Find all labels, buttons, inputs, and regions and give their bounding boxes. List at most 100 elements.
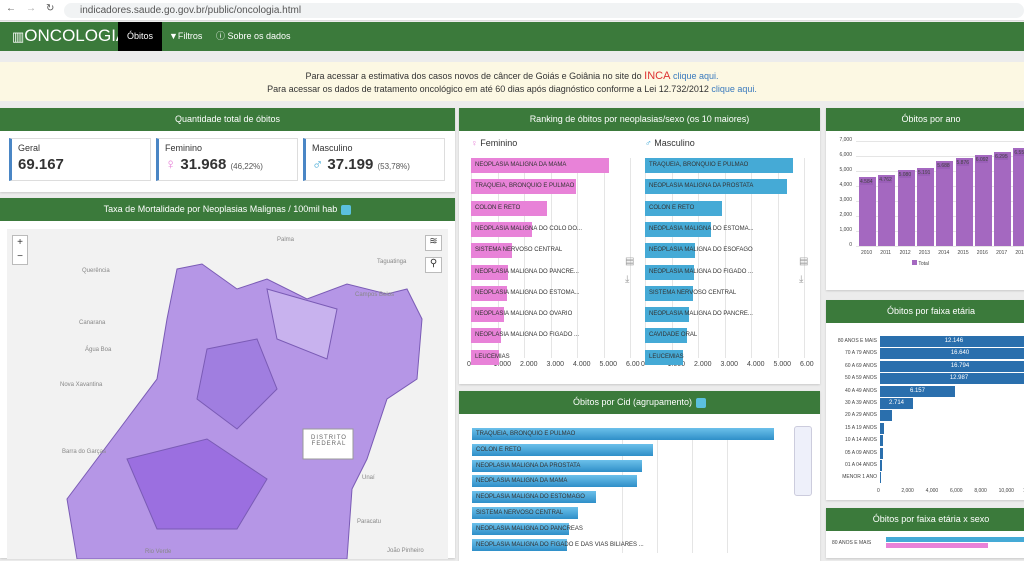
tick-label: 2014 (938, 250, 949, 256)
browser-bar: ← → ↻ indicadores.saude.go.gov.br/public… (0, 0, 1024, 21)
axis-label: 60 A 69 ANOS (826, 363, 877, 369)
bar: COLON E RETO (471, 201, 547, 216)
tick-label: 2010 (861, 250, 872, 256)
document-icon[interactable]: ▤ (625, 256, 634, 267)
gridline (657, 428, 658, 553)
inca-link[interactable]: clique aqui. (673, 71, 719, 81)
bar: SISTEMA NERVOSO CENTRAL (471, 243, 512, 258)
bar (880, 448, 883, 459)
address-bar[interactable]: indicadores.saude.go.gov.br/public/oncol… (64, 3, 1024, 18)
tick-label: 4.000 (573, 361, 591, 368)
tick-label: 3,000 (828, 197, 852, 203)
bar: NEOPLASIA MALIGNA DA MAMA (472, 475, 637, 487)
download-icon[interactable]: ⤓ (799, 274, 803, 285)
bar (898, 170, 915, 246)
tick-label: 2018 (1015, 250, 1024, 256)
map-title-text: Taxa de Mortalidade por Neoplasias Malig… (104, 204, 338, 214)
back-icon[interactable]: ← (6, 3, 16, 14)
download-icon[interactable]: ⤓ (625, 274, 629, 285)
gridline (604, 158, 605, 358)
bar: 12.146 (880, 336, 1024, 347)
brand[interactable]: ▥ONCOLOGIA (12, 26, 127, 46)
data-label: 5.876 (957, 160, 970, 166)
search-icon[interactable]: ⚲ (425, 257, 442, 273)
bar: 12.987 (880, 373, 1024, 384)
map-label: Nova Xavantina (60, 382, 102, 388)
info-icon: ⓘ (216, 31, 228, 41)
banner-text-2: Para acessar os dados de tratamento onco… (267, 84, 709, 94)
gridline (856, 246, 1024, 247)
legend: Total (912, 260, 929, 267)
cid-title-text: Óbitos por Cid (agrupamento) (573, 397, 692, 407)
filter-icon: ▼ (169, 31, 178, 41)
tick-label: 8,000 (974, 488, 987, 494)
kpi-label: Masculino (312, 143, 438, 153)
map-label: Campos Belos (355, 292, 394, 298)
tick-label: 2015 (958, 250, 969, 256)
bar (878, 175, 895, 246)
layers-icon[interactable]: ≋ (425, 235, 442, 251)
zoom-in-button[interactable]: + (13, 236, 27, 250)
reload-icon[interactable]: ↻ (46, 3, 54, 14)
map-label: Unaí (362, 475, 375, 481)
bar (917, 168, 934, 246)
bar (936, 161, 953, 246)
male-icon: ♂ (645, 138, 652, 148)
ranking-panel: Ranking de óbitos por neoplasias/sexo (o… (459, 108, 820, 384)
map-label: Rio Verde (145, 549, 171, 555)
tick-label: 0 (828, 242, 852, 248)
axis-label: 50 A 59 ANOS (826, 375, 877, 381)
zoom-out-button[interactable]: − (13, 250, 27, 264)
tick-label: 5,000 (828, 167, 852, 173)
info-banner: Para acessar a estimativa dos casos novo… (0, 62, 1024, 101)
bar (880, 410, 892, 421)
bar: NEOPLASIA MALIGNA DA PROSTATA (645, 179, 787, 194)
legend-label: Total (918, 261, 929, 267)
inca-text: INCA (644, 70, 670, 82)
forward-icon[interactable]: → (26, 3, 36, 14)
kpi-masculino: Masculino♂ 37.199 (53,78%) (303, 138, 445, 181)
document-icon[interactable]: ▤ (799, 256, 808, 267)
bar: LEUCEMIAS (471, 350, 499, 365)
bar: 16.794 (880, 361, 1024, 372)
goias-choropleth[interactable] (7, 229, 448, 559)
male-icon: ♂ (312, 156, 323, 173)
nav-sobre[interactable]: ⓘ Sobre os dados (207, 22, 300, 51)
chart-scrollbar[interactable] (794, 426, 812, 496)
zoom-control: +− (12, 235, 28, 265)
map-panel: Taxa de Mortalidade por Neoplasias Malig… (0, 198, 455, 558)
map[interactable]: DISTRITO FEDERAL Querência Canarana Água… (7, 229, 448, 559)
data-label: 5.688 (937, 163, 950, 169)
legend-label: Feminino (480, 138, 517, 148)
info-icon[interactable] (341, 205, 351, 215)
tick-label: 2013 (919, 250, 930, 256)
tick-label: 6.00 (626, 361, 640, 368)
map-title: Taxa de Mortalidade por Neoplasias Malig… (0, 198, 455, 221)
kpi-value: 31.968 (180, 156, 226, 173)
bar: NEOPLASIA MALIGNA DO PANCRE... (645, 307, 689, 322)
bar: NEOPLASIA MALIGNA DO ESTOMA... (471, 286, 507, 301)
tick-label: 6,000 (950, 488, 963, 494)
axis-label: 80 ANOS E MAIS (826, 338, 877, 344)
tratamento-link[interactable]: clique aqui. (711, 84, 757, 94)
axis-label: 30 A 39 ANOS (826, 400, 877, 406)
bar: NEOPLASIA MALIGNA DO ESOFAGO (645, 243, 695, 258)
map-label: João Pinheiro (387, 548, 424, 554)
tick-label: 10,000 (999, 488, 1014, 494)
map-label: Água Boa (85, 347, 111, 353)
kpi-label: Feminino (165, 143, 291, 153)
axis-label: 40 A 49 ANOS (826, 388, 877, 394)
map-label: Canarana (79, 320, 105, 326)
nav-filtros-label: Filtros (178, 31, 203, 41)
tick-label: 5.000 (774, 361, 792, 368)
axis-label: 70 A 79 ANOS (826, 350, 877, 356)
nav-filtros[interactable]: ▼Filtros (160, 22, 211, 51)
faixa-title: Óbitos por faixa etária (826, 300, 1024, 323)
table-icon[interactable] (696, 398, 706, 408)
nav-obitos[interactable]: Óbitos (118, 22, 162, 51)
data-label: 5.080 (899, 172, 912, 178)
data-label: 6.295 (995, 154, 1008, 160)
bar: NEOPLASIA MALIGNA DA PROSTATA (472, 460, 642, 472)
